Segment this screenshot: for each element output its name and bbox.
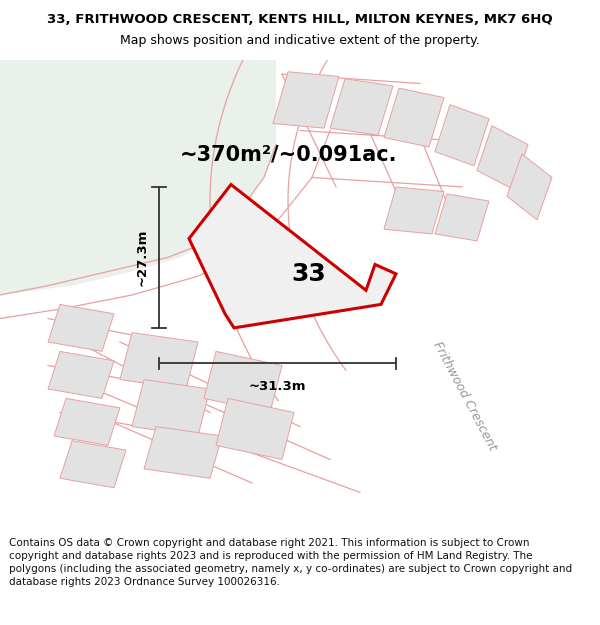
Polygon shape: [0, 60, 276, 295]
Text: Map shows position and indicative extent of the property.: Map shows position and indicative extent…: [120, 34, 480, 47]
Polygon shape: [144, 427, 222, 478]
Text: 33: 33: [292, 262, 326, 286]
Polygon shape: [48, 351, 114, 398]
Polygon shape: [120, 332, 198, 389]
Text: ~370m²/~0.091ac.: ~370m²/~0.091ac.: [180, 144, 398, 164]
Polygon shape: [189, 184, 396, 328]
Polygon shape: [273, 72, 339, 128]
Polygon shape: [60, 441, 126, 488]
Polygon shape: [435, 104, 489, 166]
Polygon shape: [216, 398, 294, 459]
Text: 33, FRITHWOOD CRESCENT, KENTS HILL, MILTON KEYNES, MK7 6HQ: 33, FRITHWOOD CRESCENT, KENTS HILL, MILT…: [47, 13, 553, 26]
Polygon shape: [132, 379, 210, 436]
Polygon shape: [204, 351, 282, 413]
Polygon shape: [330, 79, 393, 135]
Polygon shape: [507, 154, 552, 220]
Text: Contains OS data © Crown copyright and database right 2021. This information is : Contains OS data © Crown copyright and d…: [9, 538, 572, 588]
Polygon shape: [477, 126, 528, 189]
Text: ~31.3m: ~31.3m: [249, 379, 306, 392]
Polygon shape: [384, 187, 444, 234]
Text: Frithwood Crescent: Frithwood Crescent: [431, 339, 499, 452]
Polygon shape: [435, 194, 489, 241]
Polygon shape: [54, 398, 120, 446]
Polygon shape: [384, 88, 444, 147]
Text: ~27.3m: ~27.3m: [135, 229, 148, 286]
Polygon shape: [48, 304, 114, 351]
